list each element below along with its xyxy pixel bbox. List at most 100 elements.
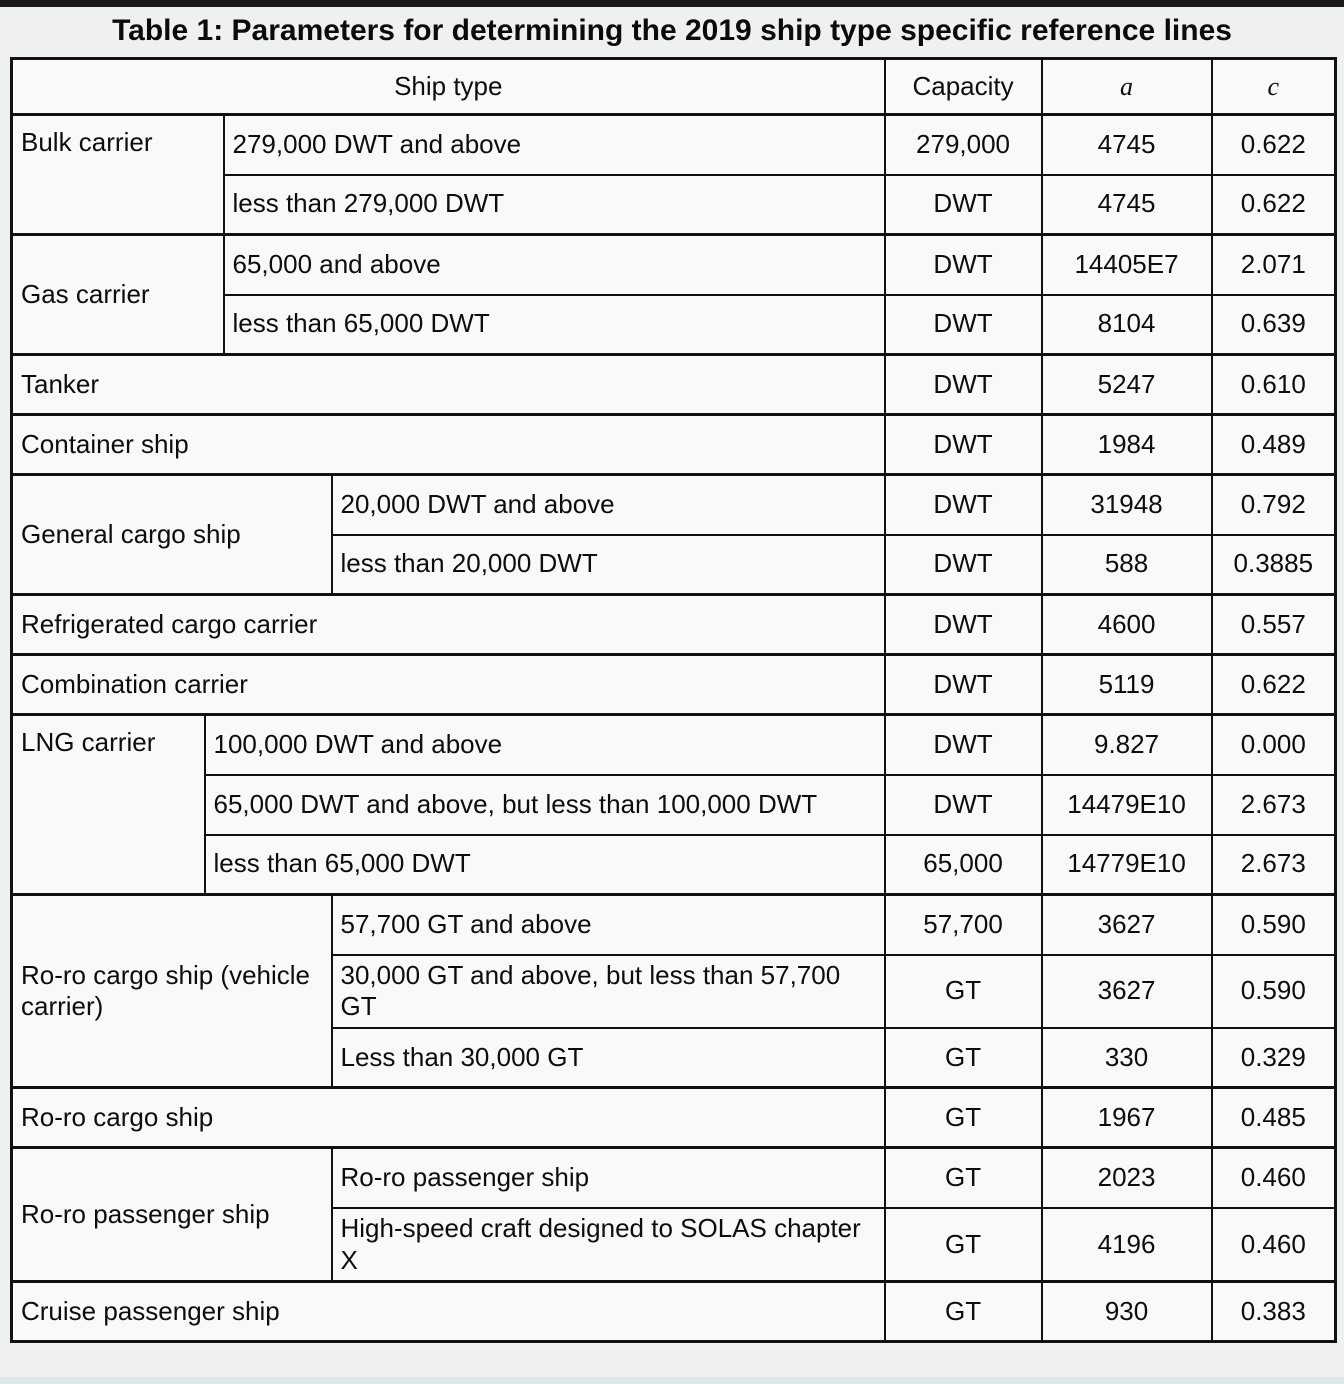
c-value-cell: 0.557: [1210, 593, 1337, 656]
c-value-cell: 0.460: [1210, 1206, 1337, 1283]
ship-subdivision-cell: less than 65,000 DWT: [203, 833, 886, 896]
group-refrigerated-cargo-carrier: Refrigerated cargo carrier DWT 4600 0.55…: [10, 593, 1337, 656]
table-row: Gas carrier 65,000 and above DWT 14405E7…: [10, 233, 1337, 356]
capacity-cell: DWT: [883, 533, 1043, 596]
table-header: Ship type Capacity a c: [10, 57, 1337, 116]
ship-type-cell: Cruise passenger ship: [10, 1280, 886, 1343]
capacity-cell: GT: [883, 1280, 1043, 1343]
a-value-cell: 2023: [1040, 1146, 1213, 1209]
capacity-cell: GT: [883, 1086, 1043, 1149]
c-value-cell: 0.485: [1210, 1086, 1337, 1149]
group-roro-cargo-ship: Ro-ro cargo ship GT 1967 0.485: [10, 1086, 1337, 1149]
a-value-cell: 14779E10: [1040, 833, 1213, 896]
ship-type-group-cell: LNG carrier: [10, 713, 206, 896]
capacity-cell: GT: [883, 953, 1043, 1029]
header-row: Ship type Capacity a c: [10, 57, 1337, 116]
capacity-cell: GT: [883, 1206, 1043, 1283]
parameters-table: Ship type Capacity a c Bulk carrier 279,…: [10, 57, 1338, 1344]
capacity-cell: GT: [883, 1026, 1043, 1089]
ship-subdivision-cell: High-speed craft designed to SOLAS chapt…: [330, 1206, 886, 1283]
table-row: General cargo ship 20,000 DWT and above …: [10, 473, 1337, 596]
col-header-ship-type: Ship type: [10, 57, 886, 116]
ship-type-cell: Ro-ro cargo ship: [10, 1086, 886, 1149]
c-value-cell: 2.673: [1210, 833, 1337, 896]
c-value-cell: 0.590: [1210, 953, 1337, 1029]
c-value-cell: 0.460: [1210, 1146, 1337, 1209]
c-value-cell: 0.622: [1210, 173, 1337, 236]
group-roro-cargo-vehicle-carrier: Ro-ro cargo ship (vehicle carrier) 57,70…: [10, 893, 1337, 1089]
a-value-cell: 5119: [1040, 653, 1213, 716]
col-header-a: a: [1040, 57, 1213, 116]
a-value-cell: 14479E10: [1040, 773, 1213, 836]
c-value-cell: 0.639: [1210, 293, 1337, 356]
bottom-edge-bar: [0, 1377, 1344, 1384]
ship-subdivision-cell: 65,000 DWT and above, but less than 100,…: [203, 773, 886, 836]
table-title: Table 1: Parameters for determining the …: [112, 14, 1232, 47]
a-value-cell: 3627: [1040, 893, 1213, 956]
table-row: less than 279,000 DWT DWT 4745 0.622: [12, 173, 1337, 236]
col-header-capacity: Capacity: [883, 57, 1043, 116]
a-value-cell: 1984: [1040, 413, 1213, 476]
c-value-cell: 0.3885: [1210, 533, 1337, 596]
c-value-cell: 0.329: [1210, 1026, 1337, 1089]
capacity-cell: GT: [883, 1146, 1043, 1209]
capacity-cell: DWT: [883, 293, 1043, 356]
a-value-cell: 3627: [1040, 953, 1213, 1029]
table-row: 65,000 DWT and above, but less than 100,…: [12, 773, 1337, 836]
table-row: Bulk carrier 279,000 DWT and above 279,0…: [10, 113, 1337, 236]
ship-subdivision-cell: 30,000 GT and above, but less than 57,70…: [330, 953, 886, 1029]
table-row: Ro-ro passenger ship Ro-ro passenger shi…: [10, 1146, 1337, 1283]
capacity-cell: 279,000: [883, 113, 1043, 176]
capacity-cell: DWT: [883, 173, 1043, 236]
group-roro-passenger-ship: Ro-ro passenger ship Ro-ro passenger shi…: [10, 1146, 1337, 1283]
table-row: less than 20,000 DWT DWT 588 0.3885: [12, 533, 1337, 596]
ship-type-group-cell: General cargo ship: [10, 473, 333, 596]
table-row: Ro-ro cargo ship GT 1967 0.485: [10, 1086, 1337, 1149]
group-container-ship: Container ship DWT 1984 0.489: [10, 413, 1337, 476]
group-combination-carrier: Combination carrier DWT 5119 0.622: [10, 653, 1337, 716]
ship-type-group-cell: Bulk carrier: [10, 113, 225, 236]
ship-subdivision-cell: 20,000 DWT and above: [330, 473, 886, 536]
a-value-cell: 330: [1040, 1026, 1213, 1089]
group-lng-carrier: LNG carrier 100,000 DWT and above DWT 9.…: [10, 713, 1337, 896]
group-tanker: Tanker DWT 5247 0.610: [10, 353, 1337, 416]
group-general-cargo-ship: General cargo ship 20,000 DWT and above …: [10, 473, 1337, 596]
c-value-cell: 0.590: [1210, 893, 1337, 956]
col-header-c: c: [1210, 57, 1337, 116]
a-value-cell: 14405E7: [1040, 233, 1213, 296]
ship-subdivision-cell: less than 20,000 DWT: [330, 533, 886, 596]
capacity-cell: DWT: [883, 593, 1043, 656]
a-value-cell: 4196: [1040, 1206, 1213, 1283]
c-value-cell: 0.622: [1210, 113, 1337, 176]
table-row: 30,000 GT and above, but less than 57,70…: [12, 953, 1337, 1029]
ship-type-group-cell: Gas carrier: [10, 233, 225, 356]
ship-type-cell: Combination carrier: [10, 653, 886, 716]
table-row: Cruise passenger ship GT 930 0.383: [10, 1280, 1337, 1343]
c-value-cell: 0.610: [1210, 353, 1337, 416]
table-row: Tanker DWT 5247 0.610: [10, 353, 1337, 416]
ship-subdivision-cell: less than 65,000 DWT: [222, 293, 886, 356]
capacity-cell: DWT: [883, 353, 1043, 416]
a-value-cell: 1967: [1040, 1086, 1213, 1149]
ship-type-cell: Tanker: [10, 353, 886, 416]
ship-subdivision-cell: Ro-ro passenger ship: [330, 1146, 886, 1209]
ship-type-cell: Container ship: [10, 413, 886, 476]
ship-type-group-cell: Ro-ro cargo ship (vehicle carrier): [10, 893, 333, 1089]
c-value-cell: 2.071: [1210, 233, 1337, 296]
a-value-cell: 4745: [1040, 113, 1213, 176]
a-value-cell: 31948: [1040, 473, 1213, 536]
ship-subdivision-cell: 65,000 and above: [222, 233, 886, 296]
ship-type-cell: Refrigerated cargo carrier: [10, 593, 886, 656]
table-row: Less than 30,000 GT GT 330 0.329: [12, 1026, 1337, 1089]
a-value-cell: 4600: [1040, 593, 1213, 656]
c-value-cell: 2.673: [1210, 773, 1337, 836]
capacity-cell: DWT: [883, 713, 1043, 776]
ship-subdivision-cell: less than 279,000 DWT: [222, 173, 886, 236]
group-cruise-passenger-ship: Cruise passenger ship GT 930 0.383: [10, 1280, 1337, 1343]
ship-subdivision-cell: 57,700 GT and above: [330, 893, 886, 956]
capacity-cell: 65,000: [883, 833, 1043, 896]
capacity-cell: 57,700: [883, 893, 1043, 956]
table-row: Combination carrier DWT 5119 0.622: [10, 653, 1337, 716]
a-value-cell: 5247: [1040, 353, 1213, 416]
